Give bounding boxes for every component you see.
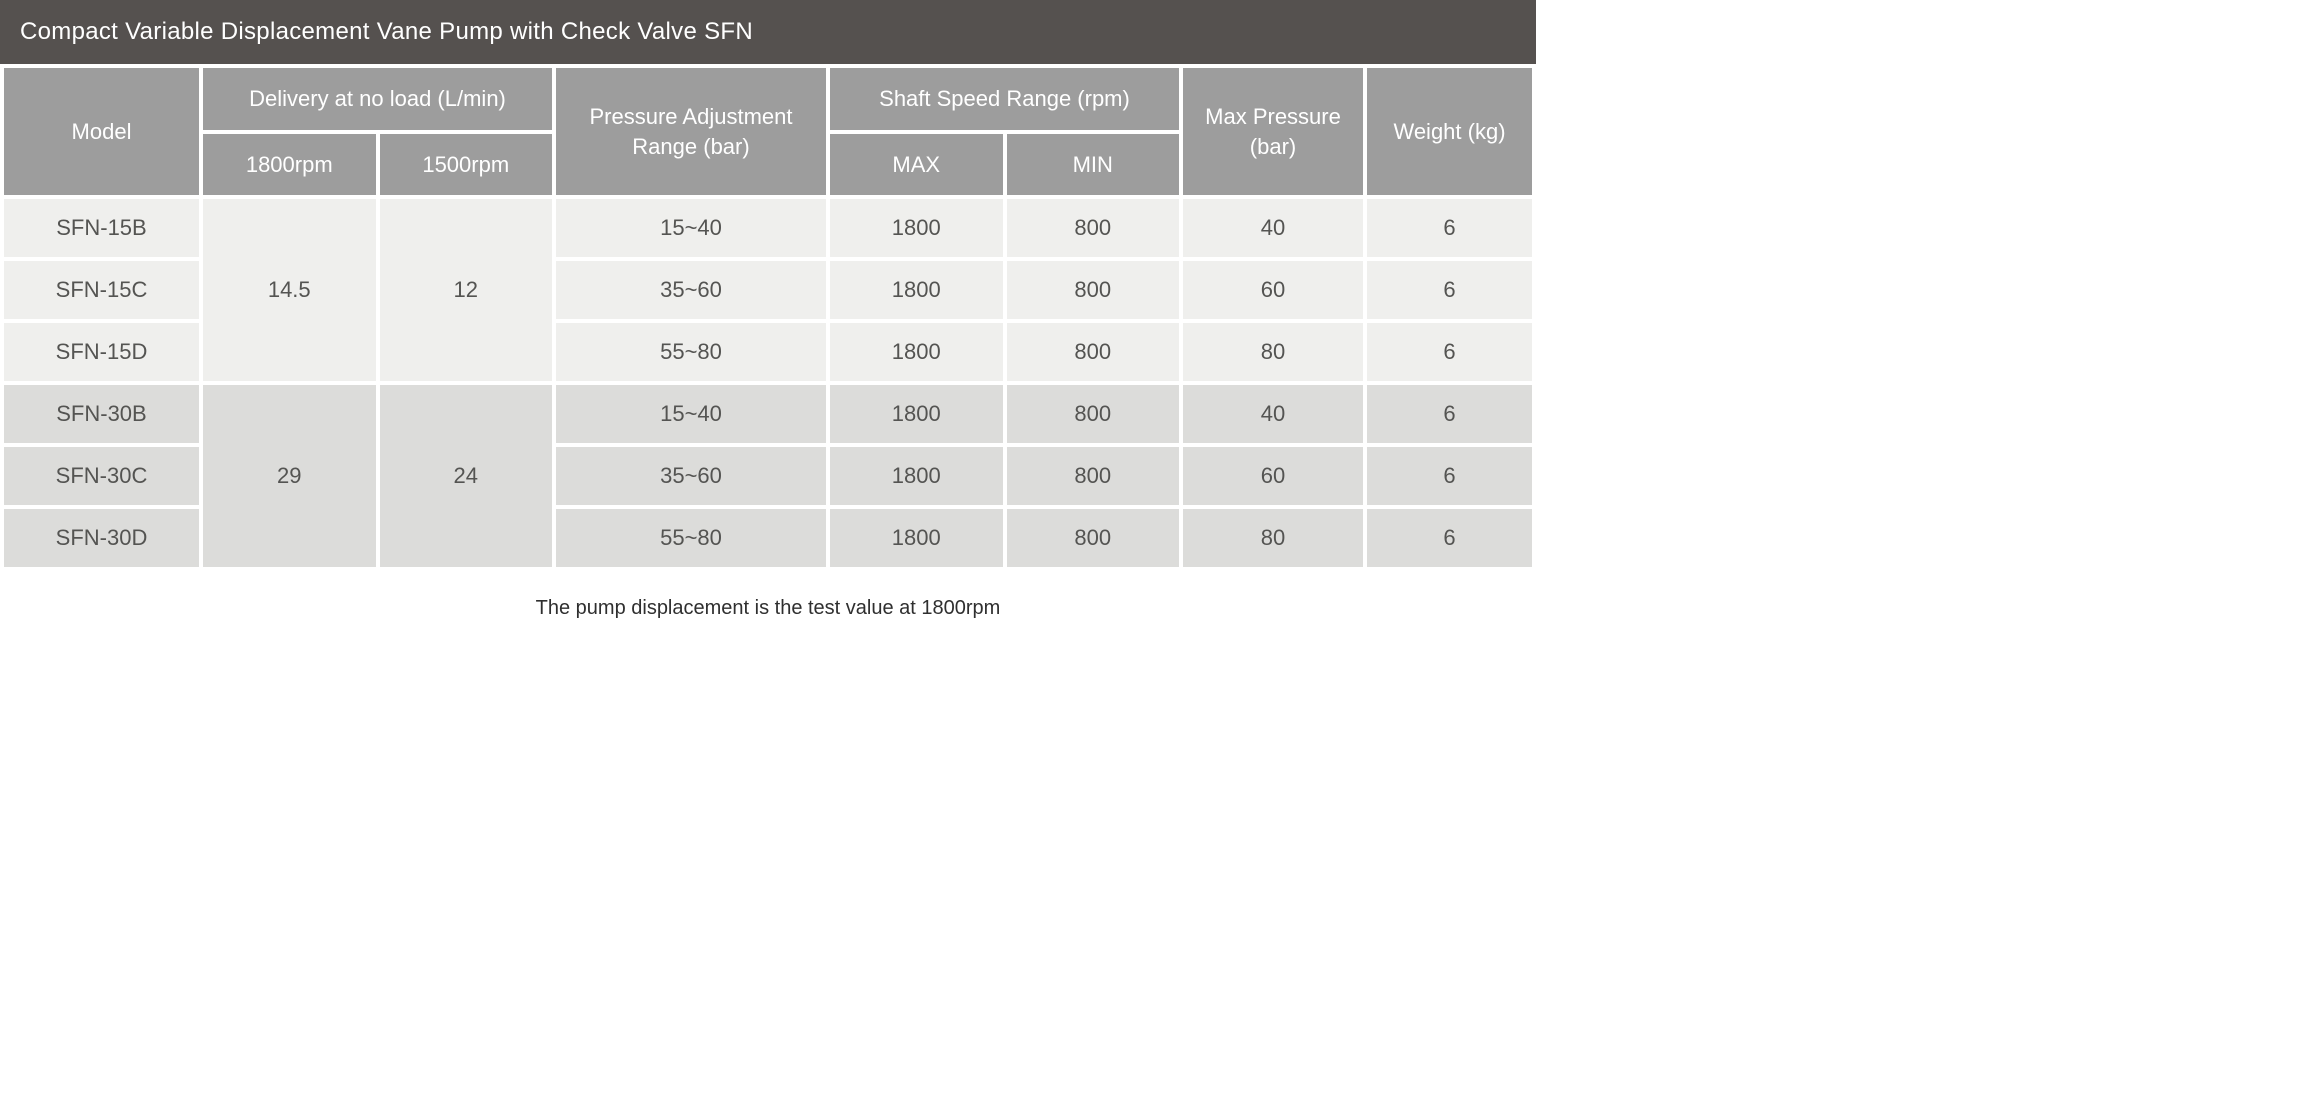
cell-model: SFN-30C: [4, 447, 199, 505]
cell-max-pressure: 60: [1183, 447, 1363, 505]
cell-shaft-max: 1800: [830, 385, 1003, 443]
table-row: SFN-15B 14.5 12 15~40 1800 800 40 6: [4, 199, 1532, 257]
header-delivery-1800: 1800rpm: [203, 134, 376, 196]
table-footnote: The pump displacement is the test value …: [0, 571, 1536, 630]
cell-model: SFN-15B: [4, 199, 199, 257]
cell-model: SFN-30D: [4, 509, 199, 567]
spec-table: Model Delivery at no load (L/min) Pressu…: [0, 64, 1536, 571]
header-model: Model: [4, 68, 199, 195]
cell-pressure: 35~60: [556, 261, 826, 319]
cell-weight: 6: [1367, 261, 1532, 319]
table-row: SFN-30B 29 24 15~40 1800 800 40 6: [4, 385, 1532, 443]
cell-shaft-max: 1800: [830, 323, 1003, 381]
cell-shaft-max: 1800: [830, 509, 1003, 567]
cell-shaft-max: 1800: [830, 447, 1003, 505]
cell-delivery-1800: 29: [203, 385, 376, 567]
cell-max-pressure: 40: [1183, 385, 1363, 443]
header-delivery-group: Delivery at no load (L/min): [203, 68, 552, 130]
header-shaft-group: Shaft Speed Range (rpm): [830, 68, 1179, 130]
spec-table-container: Compact Variable Displacement Vane Pump …: [0, 0, 1536, 630]
cell-pressure: 35~60: [556, 447, 826, 505]
cell-pressure: 55~80: [556, 323, 826, 381]
header-weight: Weight (kg): [1367, 68, 1532, 195]
cell-weight: 6: [1367, 447, 1532, 505]
cell-pressure: 55~80: [556, 509, 826, 567]
cell-max-pressure: 80: [1183, 509, 1363, 567]
cell-max-pressure: 80: [1183, 323, 1363, 381]
header-pressure-range: Pressure Adjustment Range (bar): [556, 68, 826, 195]
cell-model: SFN-15D: [4, 323, 199, 381]
cell-delivery-1500: 24: [380, 385, 553, 567]
cell-shaft-max: 1800: [830, 261, 1003, 319]
cell-weight: 6: [1367, 385, 1532, 443]
header-max-pressure: Max Pressure (bar): [1183, 68, 1363, 195]
table-header: Model Delivery at no load (L/min) Pressu…: [4, 68, 1532, 195]
header-shaft-max: MAX: [830, 134, 1003, 196]
cell-shaft-max: 1800: [830, 199, 1003, 257]
cell-shaft-min: 800: [1007, 199, 1180, 257]
cell-weight: 6: [1367, 199, 1532, 257]
cell-weight: 6: [1367, 509, 1532, 567]
cell-delivery-1500: 12: [380, 199, 553, 381]
cell-shaft-min: 800: [1007, 385, 1180, 443]
header-shaft-min: MIN: [1007, 134, 1180, 196]
table-title: Compact Variable Displacement Vane Pump …: [0, 0, 1536, 64]
cell-model: SFN-15C: [4, 261, 199, 319]
cell-pressure: 15~40: [556, 385, 826, 443]
cell-shaft-min: 800: [1007, 261, 1180, 319]
cell-model: SFN-30B: [4, 385, 199, 443]
cell-pressure: 15~40: [556, 199, 826, 257]
header-delivery-1500: 1500rpm: [380, 134, 553, 196]
cell-max-pressure: 40: [1183, 199, 1363, 257]
cell-delivery-1800: 14.5: [203, 199, 376, 381]
cell-max-pressure: 60: [1183, 261, 1363, 319]
cell-weight: 6: [1367, 323, 1532, 381]
cell-shaft-min: 800: [1007, 323, 1180, 381]
cell-shaft-min: 800: [1007, 447, 1180, 505]
cell-shaft-min: 800: [1007, 509, 1180, 567]
